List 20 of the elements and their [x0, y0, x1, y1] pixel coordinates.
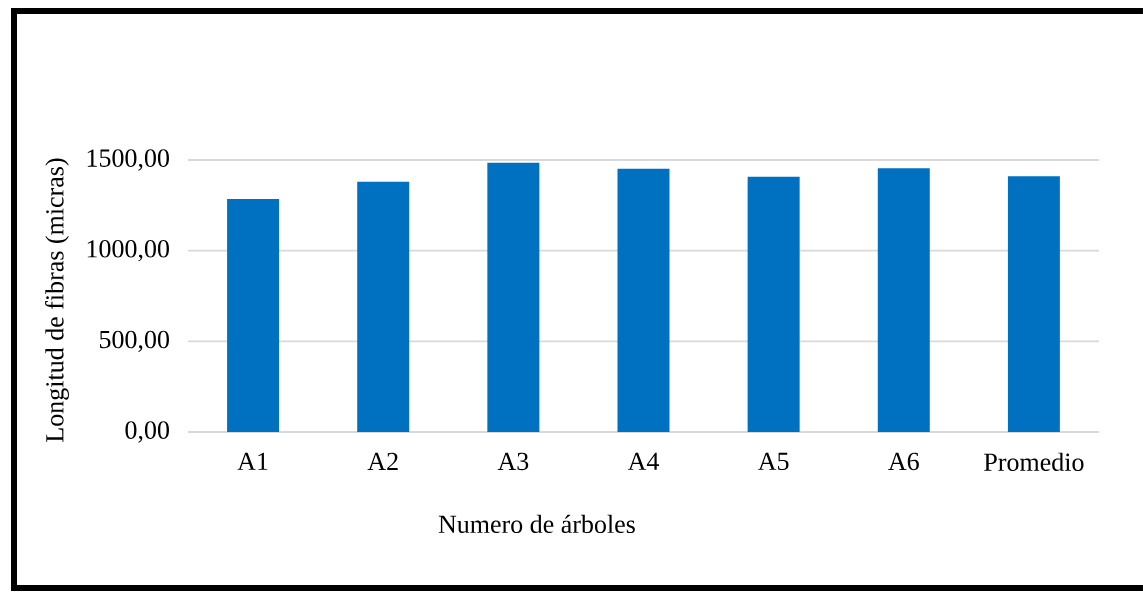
x-tick-label: A4	[627, 452, 659, 470]
x-tick-label: Promedio	[984, 452, 1084, 471]
x-tick-label: A2	[367, 452, 398, 470]
y-axis-title: Longitud de fibras (micras)	[45, 158, 69, 442]
bar	[747, 176, 800, 432]
bar	[357, 181, 410, 432]
x-tick-label: A3	[497, 452, 529, 471]
bar	[617, 168, 670, 432]
bar	[1007, 176, 1060, 432]
y-tick-label: 0,00	[125, 421, 169, 443]
bar	[487, 162, 540, 432]
y-tick-label: 1000,00	[87, 240, 169, 262]
x-tick-label: A5	[758, 452, 789, 471]
bar	[877, 168, 930, 432]
x-axis-title: Numero de árboles	[438, 514, 635, 534]
y-tick-label: 500,00	[99, 330, 169, 352]
x-tick-label: A1	[237, 452, 268, 470]
bar	[227, 198, 280, 432]
x-tick-label: A6	[888, 452, 919, 471]
y-tick-label: 1500,00	[87, 149, 169, 171]
